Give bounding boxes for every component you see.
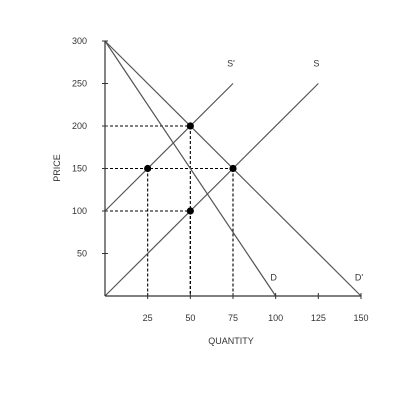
equilibrium-point xyxy=(229,164,237,173)
equilibrium-point xyxy=(144,164,152,173)
equilibrium-points xyxy=(144,122,237,215)
curve-label: S xyxy=(313,59,319,69)
curve-label: D' xyxy=(355,273,363,283)
curve-label: S' xyxy=(227,59,235,69)
curve-s xyxy=(104,83,319,297)
curve-label: D xyxy=(270,273,277,283)
y-tick-label: 50 xyxy=(77,249,87,259)
x-tick-label: 150 xyxy=(353,313,368,323)
x-tick-label: 125 xyxy=(311,313,326,323)
curve-s-prime xyxy=(104,83,234,212)
y-tick-label: 150 xyxy=(72,164,87,174)
x-tick-label: 100 xyxy=(268,313,283,323)
y-tick-label: 100 xyxy=(72,206,87,216)
x-tick-label: 50 xyxy=(185,313,195,323)
curve-labels: S' S D D' xyxy=(227,59,363,283)
x-tick-label: 25 xyxy=(143,313,153,323)
y-tick-label: 200 xyxy=(72,121,87,131)
x-axis-title: QUANTITY xyxy=(208,336,254,346)
guide-lines xyxy=(105,125,234,296)
y-axis-title: PRICE xyxy=(52,154,62,182)
equilibrium-point xyxy=(186,207,194,215)
x-tick-label: 75 xyxy=(228,313,238,323)
curve-d xyxy=(104,40,277,297)
y-tick-label: 300 xyxy=(72,36,87,46)
y-tick-label: 250 xyxy=(72,79,87,89)
equilibrium-point xyxy=(186,122,194,130)
ticks: 25 50 75 100 125 150 50 100 150 200 250 300 xyxy=(72,36,369,323)
